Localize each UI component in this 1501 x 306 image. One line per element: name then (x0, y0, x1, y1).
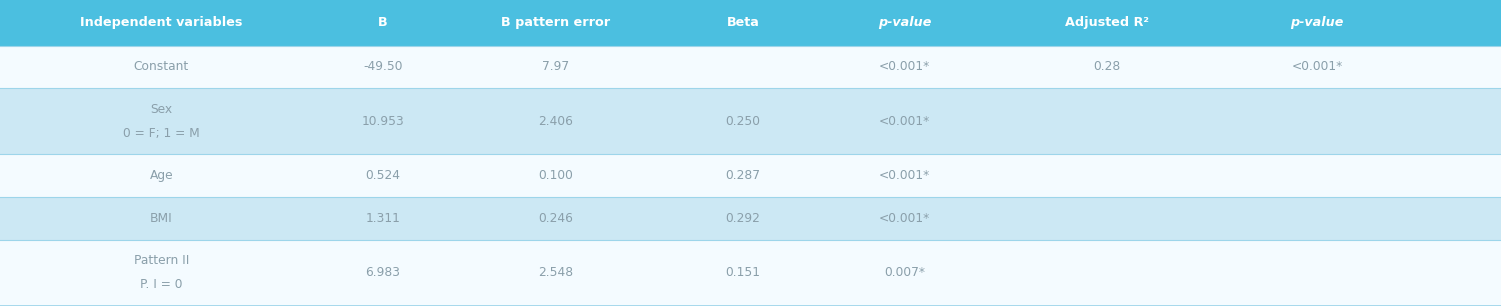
Text: 2.406: 2.406 (537, 115, 573, 128)
Bar (0, 88, 1501, 155)
Text: Age: Age (150, 169, 173, 182)
Text: 0.524: 0.524 (365, 169, 401, 182)
Bar (0, 197, 1501, 240)
Text: <0.001*: <0.001* (878, 169, 931, 182)
Text: 10.953: 10.953 (362, 115, 404, 128)
Text: p-value: p-value (1291, 16, 1343, 29)
Bar (0, 46, 1501, 88)
Text: p-value: p-value (878, 16, 931, 29)
Text: B pattern error: B pattern error (501, 16, 609, 29)
Bar (0, 240, 1501, 306)
Text: 0.100: 0.100 (537, 169, 573, 182)
Text: 6.983: 6.983 (365, 267, 401, 279)
Text: -49.50: -49.50 (363, 61, 402, 73)
Text: 0.28: 0.28 (1093, 61, 1121, 73)
Text: Adjusted R²: Adjusted R² (1066, 16, 1148, 29)
Text: Constant: Constant (134, 61, 189, 73)
Text: Independent variables: Independent variables (80, 16, 243, 29)
Text: P. I = 0: P. I = 0 (140, 278, 183, 291)
Text: <0.001*: <0.001* (878, 61, 931, 73)
Text: BMI: BMI (150, 212, 173, 225)
Text: Beta: Beta (726, 16, 760, 29)
Bar (0, 0, 1501, 46)
Text: 0.246: 0.246 (537, 212, 573, 225)
Text: <0.001*: <0.001* (878, 115, 931, 128)
Text: B: B (378, 16, 387, 29)
Text: 0.250: 0.250 (725, 115, 761, 128)
Text: 2.548: 2.548 (537, 267, 573, 279)
Text: 0.151: 0.151 (725, 267, 761, 279)
Text: 0 = F; 1 = M: 0 = F; 1 = M (123, 127, 200, 140)
Text: 1.311: 1.311 (365, 212, 401, 225)
Bar (0, 155, 1501, 197)
Text: 0.292: 0.292 (725, 212, 761, 225)
Text: 7.97: 7.97 (542, 61, 569, 73)
Text: 0.007*: 0.007* (884, 267, 925, 279)
Text: <0.001*: <0.001* (878, 212, 931, 225)
Text: Pattern II: Pattern II (134, 255, 189, 267)
Text: Sex: Sex (150, 103, 173, 116)
Text: <0.001*: <0.001* (1291, 61, 1343, 73)
Text: 0.287: 0.287 (725, 169, 761, 182)
